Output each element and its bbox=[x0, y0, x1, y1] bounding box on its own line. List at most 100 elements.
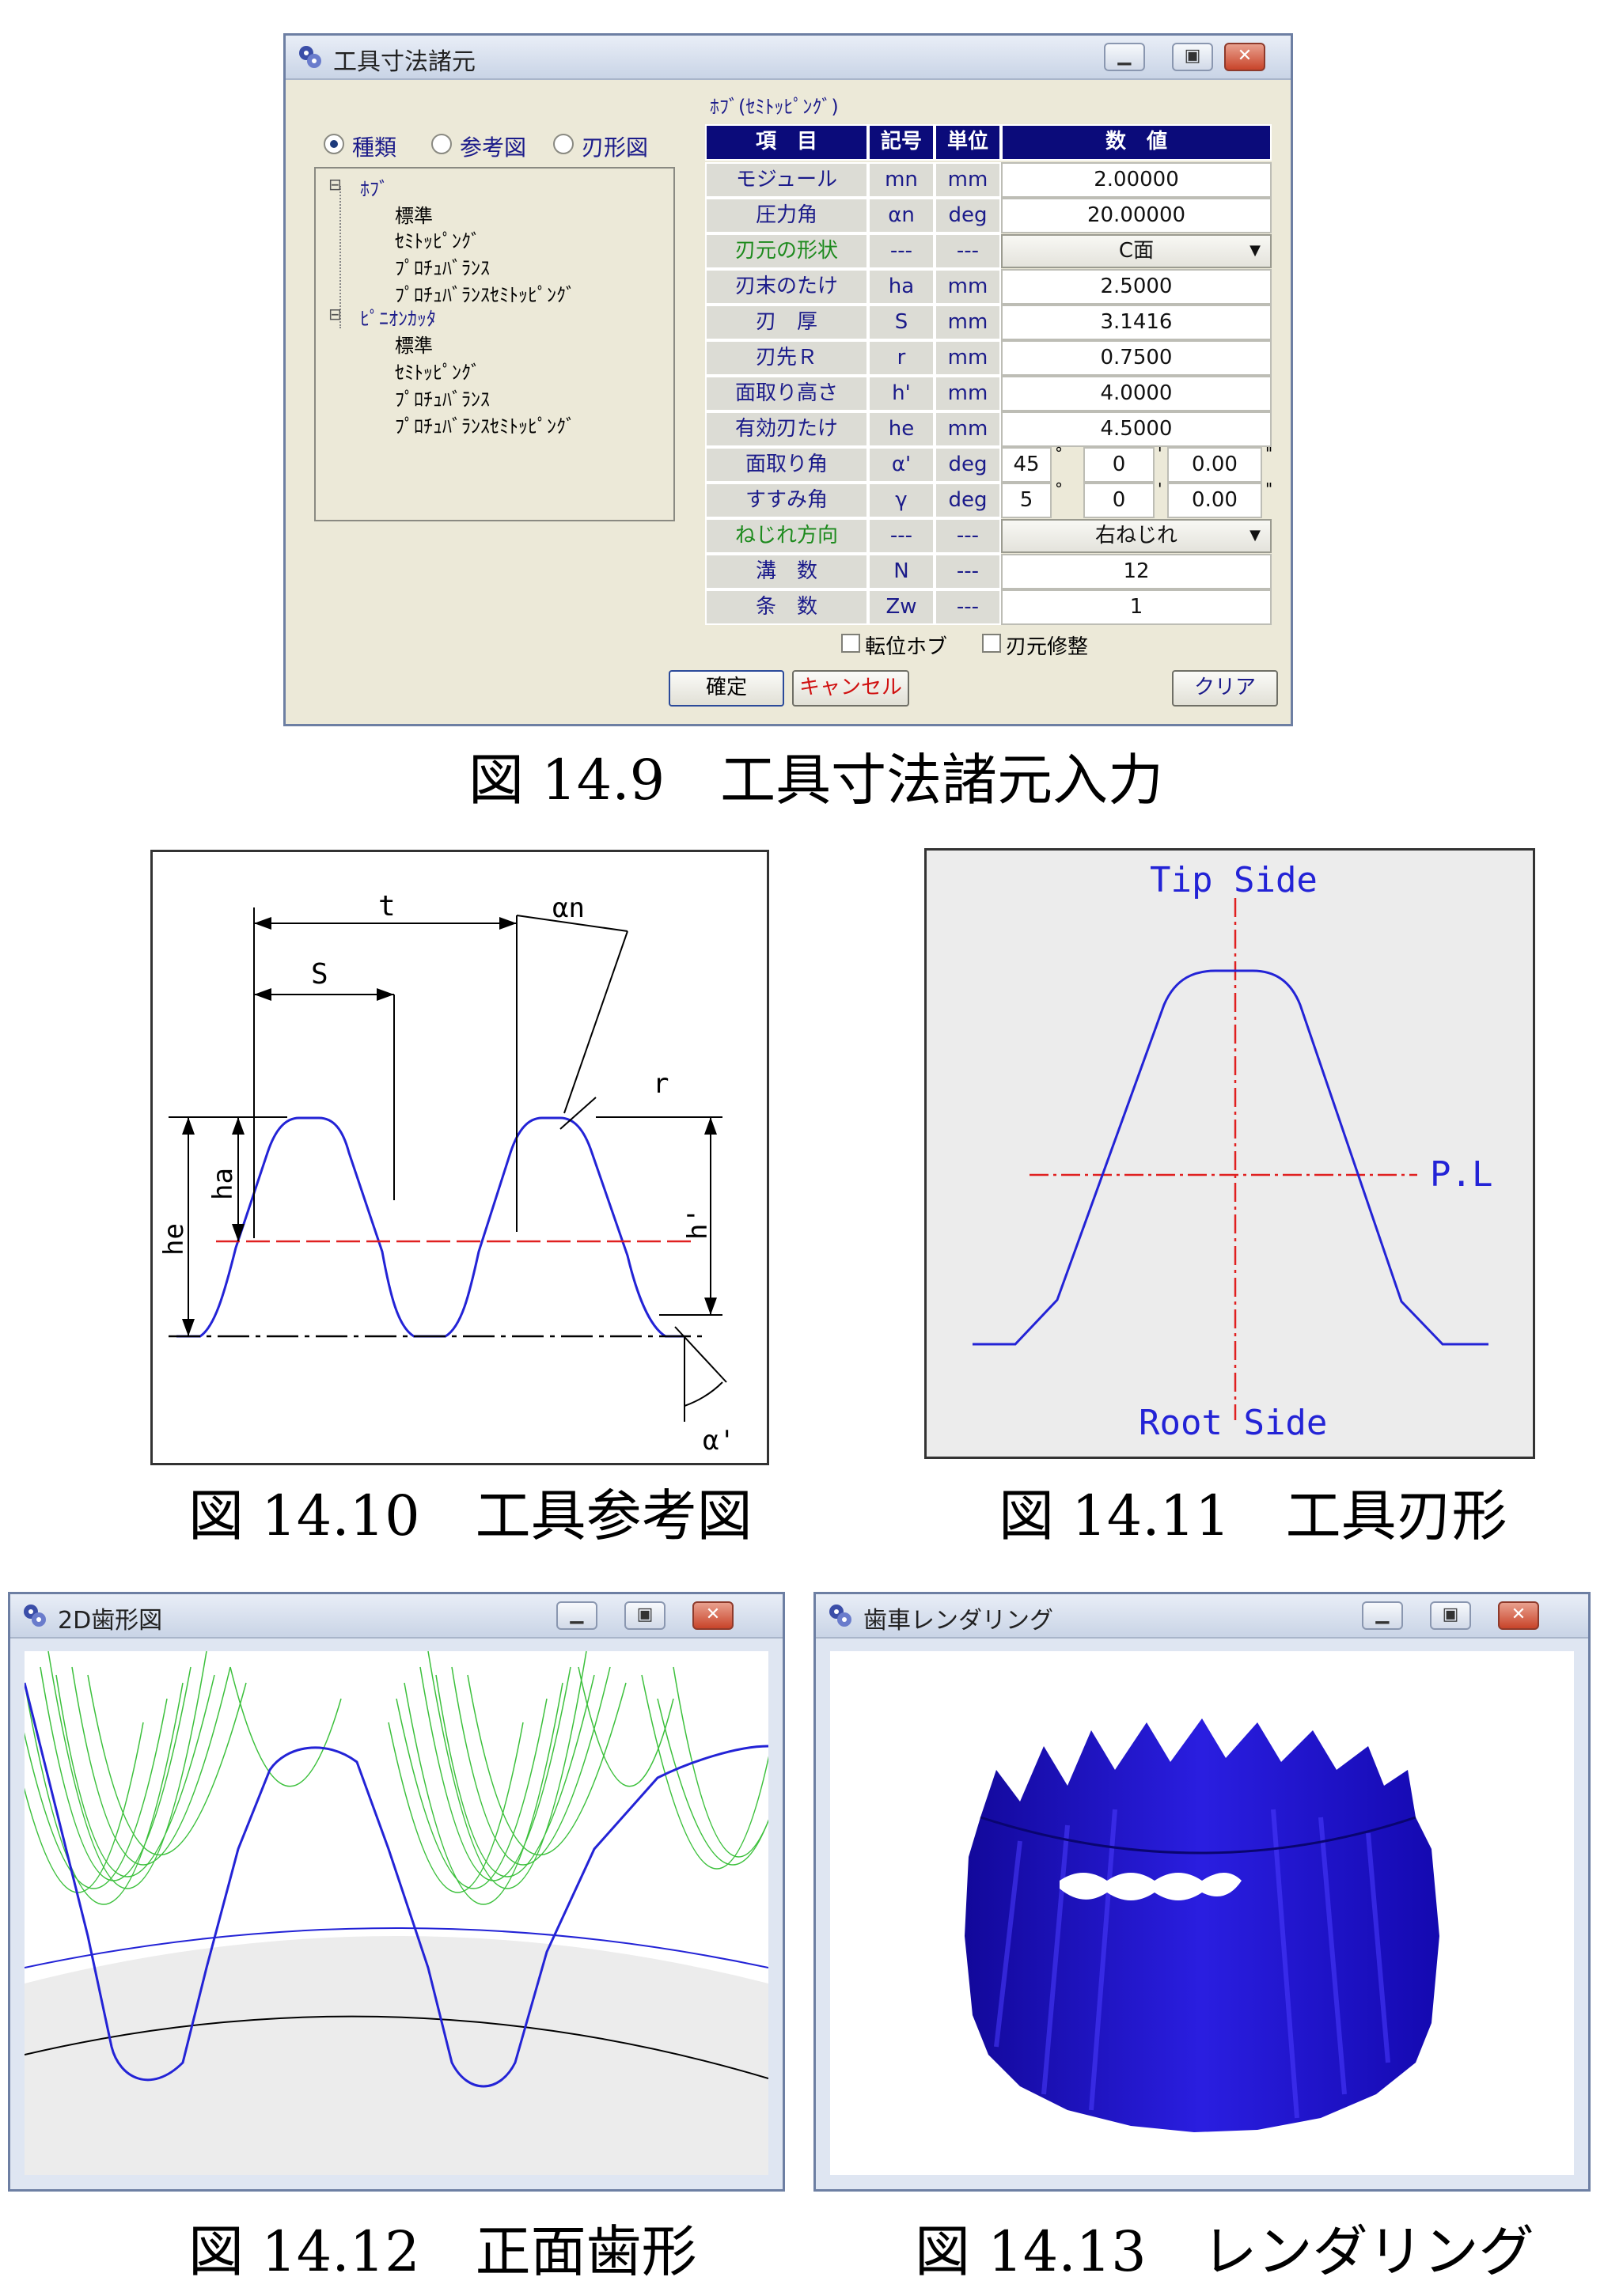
tool-blade-figure: Tip Side P.L Root Side bbox=[924, 848, 1535, 1459]
chamfer-angle-deg-input[interactable]: 45 bbox=[1001, 447, 1052, 483]
chevron-down-icon: ▼ bbox=[1249, 527, 1261, 544]
thread-count-input[interactable]: 1 bbox=[1001, 589, 1272, 625]
tree-expand-icon[interactable]: ⊟ bbox=[328, 305, 342, 324]
root-circle bbox=[25, 2015, 768, 2079]
lead-angle-min-input[interactable]: 0 bbox=[1083, 483, 1155, 518]
row-unit: deg bbox=[935, 447, 1001, 483]
header-symbol: 記号 bbox=[868, 124, 935, 161]
label-pl: P.L bbox=[1430, 1154, 1492, 1195]
app-icon bbox=[829, 1605, 851, 1627]
row-symbol: N bbox=[868, 554, 935, 589]
minimize-button[interactable]: ▁ bbox=[556, 1601, 597, 1630]
tree-node-pinion-protuberance-semitopping[interactable]: ﾌﾟﾛﾁｭﾊﾞﾗﾝｽｾﾐﾄｯﾋﾟﾝｸﾞ bbox=[395, 415, 575, 438]
gash-count-input[interactable]: 12 bbox=[1001, 554, 1272, 589]
radio-type[interactable] bbox=[324, 134, 344, 154]
chamfer-height-input[interactable]: 4.0000 bbox=[1001, 376, 1272, 411]
degree-mark: ° bbox=[1055, 479, 1063, 498]
tip-radius-input[interactable]: 0.7500 bbox=[1001, 340, 1272, 376]
shifted-hob-label: 転位ホブ bbox=[865, 635, 948, 659]
helix-direction-value: 右ねじれ bbox=[1094, 524, 1177, 547]
envelope-curves bbox=[25, 1651, 768, 1905]
minimize-button[interactable]: ▁ bbox=[1362, 1601, 1403, 1630]
window-2d-title: 2D歯形図 bbox=[58, 1607, 163, 1635]
tree-node-hob-semitopping[interactable]: ｾﾐﾄｯﾋﾟﾝｸﾞ bbox=[395, 230, 480, 252]
module-input[interactable]: 2.00000 bbox=[1001, 162, 1272, 198]
tool-blade-drawing: Tip Side P.L Root Side bbox=[973, 860, 1492, 1443]
figure-caption-14-13: 図 14.13 レンダリング bbox=[915, 2219, 1534, 2284]
row-unit: mm bbox=[935, 305, 1001, 340]
tooth-thickness-input[interactable]: 3.1416 bbox=[1001, 305, 1272, 340]
close-button[interactable]: ✕ bbox=[1224, 43, 1265, 71]
pressure-angle-input[interactable]: 20.00000 bbox=[1001, 198, 1272, 233]
tree-node-hob[interactable]: ﾎﾌﾞ bbox=[360, 178, 389, 200]
tree-expand-icon[interactable]: ⊟ bbox=[328, 175, 342, 194]
row-symbol: he bbox=[868, 411, 935, 447]
chamfer-angle-sec-input[interactable]: 0.00 bbox=[1167, 447, 1262, 483]
close-button[interactable]: ✕ bbox=[1498, 1601, 1539, 1630]
tool-type-tree[interactable]: ⊟ ﾎﾌﾞ 標準 ｾﾐﾄｯﾋﾟﾝｸﾞ ﾌﾟﾛﾁｭﾊﾞﾗﾝｽ ﾌﾟﾛﾁｭﾊﾞﾗﾝｽ… bbox=[314, 167, 675, 521]
label-root-side: Root Side bbox=[1139, 1403, 1327, 1443]
tree-node-pinion-semitopping[interactable]: ｾﾐﾄｯﾋﾟﾝｸﾞ bbox=[395, 362, 480, 384]
row-label: 面取り角 bbox=[705, 447, 868, 483]
row-label: 条 数 bbox=[705, 589, 868, 625]
tree-node-pinion-cutter[interactable]: ﾋﾟﾆｵﾝｶｯﾀ bbox=[360, 308, 436, 330]
row-symbol: α' bbox=[868, 447, 935, 483]
window-gear-rendering: 歯車レンダリング ▁ ▣ ✕ bbox=[813, 1592, 1591, 2192]
helical-gear-body bbox=[965, 1718, 1439, 2132]
row-label: すすみ角 bbox=[705, 483, 868, 518]
radio-reference-label: 参考図 bbox=[460, 135, 527, 161]
figure-caption-14-9: 図 14.9 工具寸法諸元入力 bbox=[468, 748, 1164, 813]
tree-node-hob-protuberance[interactable]: ﾌﾟﾛﾁｭﾊﾞﾗﾝｽ bbox=[395, 257, 490, 279]
minute-mark: ' bbox=[1158, 479, 1162, 498]
figure-caption-14-12: 図 14.12 正面歯形 bbox=[188, 2219, 697, 2284]
window-2d-titlebar[interactable]: 2D歯形図 ▁ ▣ ✕ bbox=[10, 1594, 783, 1639]
radio-type-label: 種類 bbox=[352, 135, 397, 161]
root-shape-select[interactable]: C面 ▼ bbox=[1001, 234, 1272, 268]
header-value: 数 値 bbox=[1001, 124, 1272, 161]
tree-lines bbox=[339, 186, 341, 328]
radio-reference[interactable] bbox=[431, 134, 452, 154]
header-item: 項 目 bbox=[705, 124, 868, 161]
row-symbol: γ bbox=[868, 483, 935, 518]
close-button[interactable]: ✕ bbox=[692, 1601, 734, 1630]
row-label: 刃末のたけ bbox=[705, 269, 868, 305]
row-unit: --- bbox=[935, 554, 1001, 589]
lead-angle-deg-input[interactable]: 5 bbox=[1001, 483, 1052, 518]
effective-depth-input[interactable]: 4.5000 bbox=[1001, 411, 1272, 447]
tree-node-hob-protuberance-semitopping[interactable]: ﾌﾟﾛﾁｭﾊﾞﾗﾝｽｾﾐﾄｯﾋﾟﾝｸﾞ bbox=[395, 284, 575, 306]
window-2d-profile: 2D歯形図 ▁ ▣ ✕ bbox=[8, 1592, 785, 2192]
ok-button[interactable]: 確定 bbox=[669, 670, 784, 707]
chamfer-angle-min-input[interactable]: 0 bbox=[1083, 447, 1155, 483]
helix-direction-select[interactable]: 右ねじれ ▼ bbox=[1001, 519, 1272, 553]
row-symbol: S bbox=[868, 305, 935, 340]
addendum-input[interactable]: 2.5000 bbox=[1001, 269, 1272, 305]
maximize-button[interactable]: ▣ bbox=[1172, 43, 1213, 71]
pitch-circle bbox=[25, 1927, 768, 1968]
row-label: モジュール bbox=[705, 162, 868, 198]
row-label: 刃元の形状 bbox=[705, 233, 868, 269]
label-h-prime: h' bbox=[682, 1207, 714, 1240]
cancel-button[interactable]: キャンセル bbox=[792, 670, 909, 707]
tree-node-pinion-protuberance[interactable]: ﾌﾟﾛﾁｭﾊﾞﾗﾝｽ bbox=[395, 388, 490, 411]
root-shape-value: C面 bbox=[1118, 239, 1155, 263]
window-render-titlebar[interactable]: 歯車レンダリング ▁ ▣ ✕ bbox=[816, 1594, 1588, 1639]
second-mark: " bbox=[1265, 479, 1273, 498]
row-label: 面取り高さ bbox=[705, 376, 868, 411]
gear-bore bbox=[1060, 1873, 1242, 1900]
radio-blade-shape-label: 刃形図 bbox=[582, 135, 649, 161]
label-ha: ha bbox=[207, 1168, 239, 1200]
clear-button[interactable]: クリア bbox=[1172, 670, 1278, 707]
radio-blade-shape[interactable] bbox=[553, 134, 574, 154]
dialog-titlebar[interactable]: 工具寸法諸元 ▁ ▣ ✕ bbox=[286, 36, 1291, 80]
minimize-button[interactable]: ▁ bbox=[1104, 43, 1145, 71]
maximize-button[interactable]: ▣ bbox=[1430, 1601, 1471, 1630]
tool-reference-figure: t S αn r he ha h' α' bbox=[150, 850, 769, 1465]
shifted-hob-checkbox[interactable] bbox=[841, 634, 860, 653]
tree-node-pinion-standard[interactable]: 標準 bbox=[395, 335, 433, 357]
maximize-button[interactable]: ▣ bbox=[624, 1601, 666, 1630]
second-mark: " bbox=[1265, 444, 1273, 463]
lead-angle-sec-input[interactable]: 0.00 bbox=[1167, 483, 1262, 518]
tree-node-hob-standard[interactable]: 標準 bbox=[395, 205, 433, 227]
label-tip-side: Tip Side bbox=[1150, 860, 1318, 900]
root-modification-checkbox[interactable] bbox=[982, 634, 1001, 653]
